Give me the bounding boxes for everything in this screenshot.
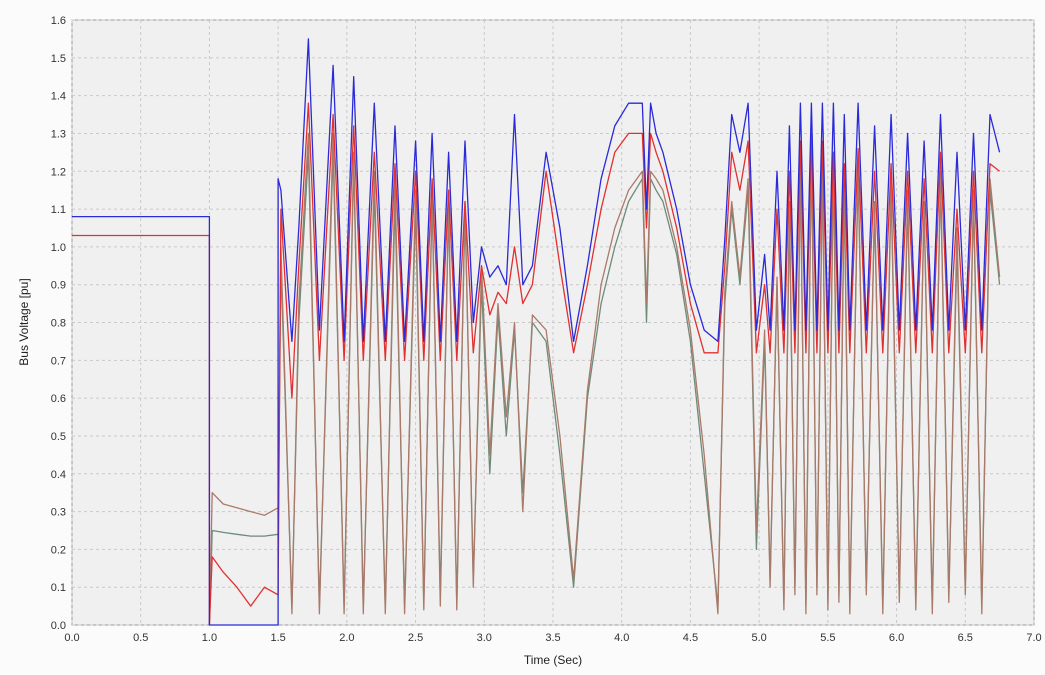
x-tick-label: 1.5 xyxy=(270,632,285,644)
x-tick-label: 1.0 xyxy=(202,632,217,644)
x-tick-label: 3.5 xyxy=(545,632,560,644)
y-tick-label: 0.4 xyxy=(51,469,66,481)
x-tick-label: 4.0 xyxy=(614,632,629,644)
y-tick-label: 0.9 xyxy=(51,280,66,292)
series-layer xyxy=(72,38,1001,626)
y-tick-label: 0.7 xyxy=(51,355,66,367)
x-tick-label: 0.0 xyxy=(64,632,79,644)
x-tick-label: 5.0 xyxy=(751,632,766,644)
y-tick-label: 1.1 xyxy=(51,204,66,216)
x-tick-label: 3.0 xyxy=(477,632,492,644)
y-tick-label: 1.5 xyxy=(51,53,66,65)
x-tick-label: 0.5 xyxy=(133,632,148,644)
y-tick-label: 0.6 xyxy=(51,393,66,405)
y-axis-title: Bus Voltage [pu] xyxy=(17,278,31,365)
x-tick-label: 2.0 xyxy=(339,632,354,644)
y-tick-label: 1.4 xyxy=(51,91,66,103)
x-tick-label: 5.5 xyxy=(820,632,835,644)
series-line-4 xyxy=(72,38,1001,626)
x-axis-title: Time (Sec) xyxy=(524,653,582,667)
x-axis-ticks: 0.0 0.5 1.0 1.5 2.0 2.5 3.0 3.5 4.0 4.5 5.0 5.5 6.0 6… xyxy=(64,632,1041,644)
y-tick-label: 1.3 xyxy=(51,128,66,140)
x-tick-label: 6.0 xyxy=(889,632,904,644)
y-tick-label: 0.1 xyxy=(51,582,66,594)
y-tick-label: 0.0 xyxy=(51,620,66,632)
y-tick-label: 0.3 xyxy=(51,507,66,519)
x-tick-label: 7.0 xyxy=(1026,632,1041,644)
y-tick-label: 1.2 xyxy=(51,166,66,178)
y-tick-label: 0.5 xyxy=(51,431,66,443)
y-tick-label: 1.6 xyxy=(51,15,66,27)
y-axis-ticks: 0.0 0.1 0.2 0.3 0.4 0.5 0.6 0.7 0.8 0.9 1.0 1.1 1.2 1… xyxy=(51,15,66,632)
x-tick-label: 6.5 xyxy=(958,632,973,644)
x-tick-label: 2.5 xyxy=(408,632,423,644)
y-tick-label: 1.0 xyxy=(51,242,66,254)
series-line-3 xyxy=(72,102,1001,626)
x-tick-label: 4.5 xyxy=(683,632,698,644)
y-tick-label: 0.2 xyxy=(51,544,66,556)
y-tick-label: 0.8 xyxy=(51,318,66,330)
series-line-2 xyxy=(208,132,1001,626)
